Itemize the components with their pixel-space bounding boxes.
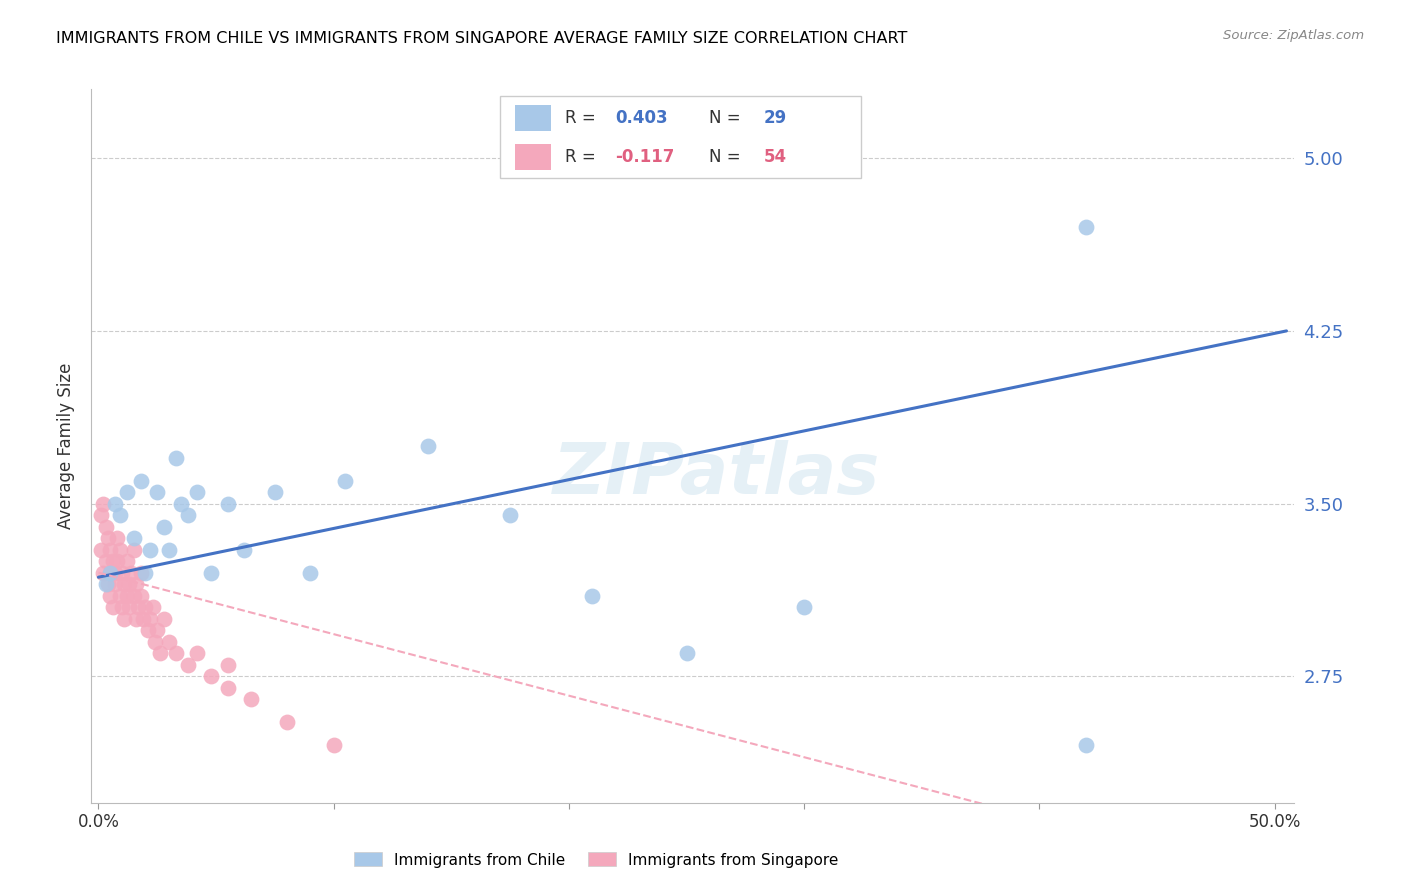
Point bbox=[153, 612, 176, 626]
Point bbox=[125, 612, 148, 626]
Point bbox=[105, 554, 128, 568]
Point bbox=[122, 589, 145, 603]
Point bbox=[1076, 220, 1098, 235]
Point bbox=[98, 566, 121, 580]
Point bbox=[122, 542, 145, 557]
Point bbox=[111, 566, 134, 580]
Point bbox=[322, 738, 344, 752]
Text: Source: ZipAtlas.com: Source: ZipAtlas.com bbox=[1223, 29, 1364, 42]
Point bbox=[143, 634, 166, 648]
Point bbox=[108, 542, 131, 557]
Point bbox=[217, 657, 239, 672]
Point bbox=[98, 589, 121, 603]
Legend: Immigrants from Chile, Immigrants from Singapore: Immigrants from Chile, Immigrants from S… bbox=[349, 847, 845, 873]
Point bbox=[91, 566, 114, 580]
Text: ZIPatlas: ZIPatlas bbox=[553, 440, 880, 509]
Point bbox=[105, 531, 128, 545]
Point bbox=[90, 542, 112, 557]
Point bbox=[793, 600, 815, 615]
Point bbox=[200, 669, 222, 683]
Point bbox=[153, 519, 176, 533]
Point bbox=[125, 577, 148, 591]
Point bbox=[200, 566, 222, 580]
Point bbox=[217, 681, 239, 695]
Point bbox=[97, 531, 120, 545]
Y-axis label: Average Family Size: Average Family Size bbox=[58, 363, 76, 529]
Point bbox=[91, 497, 114, 511]
Point bbox=[101, 554, 124, 568]
Point bbox=[1076, 738, 1098, 752]
Point bbox=[335, 474, 357, 488]
Point bbox=[94, 519, 117, 533]
Point bbox=[97, 577, 120, 591]
Point bbox=[157, 634, 180, 648]
Point bbox=[276, 715, 298, 730]
Point bbox=[416, 439, 439, 453]
Point bbox=[115, 485, 138, 500]
Point bbox=[129, 566, 152, 580]
Point bbox=[264, 485, 287, 500]
Text: IMMIGRANTS FROM CHILE VS IMMIGRANTS FROM SINGAPORE AVERAGE FAMILY SIZE CORRELATI: IMMIGRANTS FROM CHILE VS IMMIGRANTS FROM… bbox=[56, 31, 908, 46]
Point bbox=[98, 566, 121, 580]
Point bbox=[134, 600, 156, 615]
Point bbox=[98, 542, 121, 557]
Point bbox=[127, 600, 149, 615]
Point bbox=[581, 589, 603, 603]
Point bbox=[122, 531, 145, 545]
Point bbox=[112, 612, 135, 626]
Point bbox=[90, 508, 112, 522]
Point bbox=[94, 577, 117, 591]
Point bbox=[108, 508, 131, 522]
Point bbox=[120, 566, 142, 580]
Point bbox=[240, 692, 263, 706]
Point bbox=[149, 646, 172, 660]
Point bbox=[186, 646, 208, 660]
Point bbox=[499, 508, 522, 522]
Point bbox=[118, 577, 141, 591]
Point bbox=[165, 450, 187, 465]
Point bbox=[139, 542, 162, 557]
Point bbox=[177, 508, 200, 522]
Point bbox=[115, 589, 138, 603]
Point bbox=[112, 577, 135, 591]
Point bbox=[129, 589, 152, 603]
Point bbox=[139, 612, 162, 626]
Point bbox=[299, 566, 322, 580]
Point bbox=[129, 474, 152, 488]
Point bbox=[104, 577, 127, 591]
Point bbox=[186, 485, 208, 500]
Point bbox=[104, 566, 127, 580]
Point bbox=[104, 497, 127, 511]
Point bbox=[157, 542, 180, 557]
Point bbox=[146, 623, 169, 637]
Point bbox=[142, 600, 165, 615]
Point bbox=[118, 600, 141, 615]
Point bbox=[675, 646, 697, 660]
Point bbox=[170, 497, 193, 511]
Point bbox=[115, 554, 138, 568]
Point bbox=[233, 542, 256, 557]
Point bbox=[108, 589, 131, 603]
Point bbox=[146, 485, 169, 500]
Point bbox=[94, 554, 117, 568]
Point bbox=[165, 646, 187, 660]
Point bbox=[136, 623, 159, 637]
Point bbox=[217, 497, 239, 511]
Point bbox=[134, 566, 156, 580]
Point bbox=[101, 600, 124, 615]
Point bbox=[177, 657, 200, 672]
Point bbox=[132, 612, 155, 626]
Point bbox=[111, 600, 134, 615]
